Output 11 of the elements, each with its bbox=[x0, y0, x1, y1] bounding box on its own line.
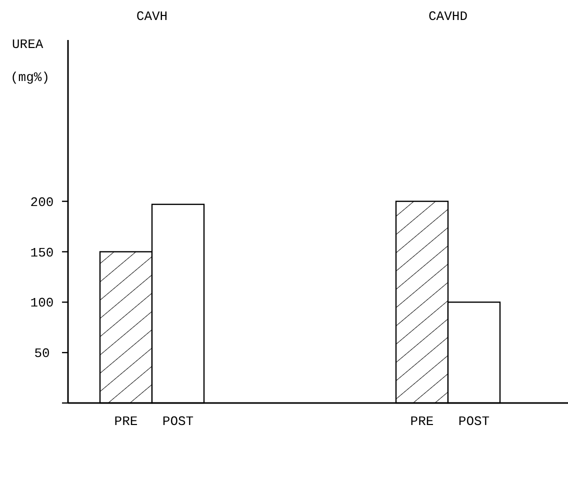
text: POST bbox=[458, 414, 490, 429]
y-tick-label: 100 bbox=[30, 296, 54, 311]
x-tick-label: CAVH bbox=[136, 9, 168, 24]
series-label: PRE bbox=[114, 414, 138, 429]
y-tick-label: 50 bbox=[34, 346, 50, 362]
series-label: POST bbox=[162, 414, 194, 429]
text: PRE bbox=[410, 414, 434, 429]
text: UREA (mg%) bbox=[10, 37, 50, 85]
x-tick-label: CAVHD bbox=[428, 9, 468, 24]
y-tick-label: 200 bbox=[30, 194, 54, 210]
y-tick-label: 150 bbox=[30, 245, 54, 260]
